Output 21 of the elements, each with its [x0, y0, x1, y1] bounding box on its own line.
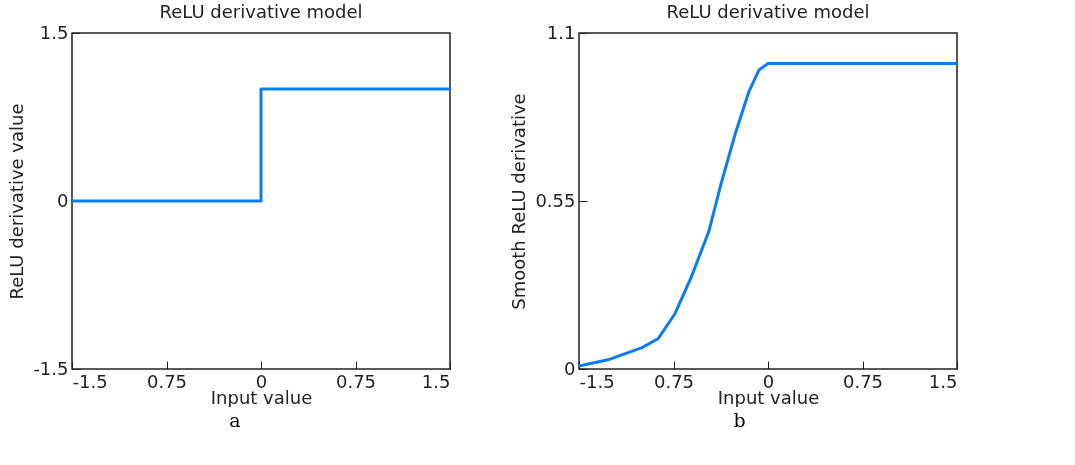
line-series — [577, 62, 959, 368]
y-tick-label: 0.55 — [535, 189, 576, 211]
x-tick-label: -1.5 — [579, 370, 615, 392]
x-tick-label: 0 — [762, 370, 775, 392]
y-tick-label: 1.1 — [546, 21, 576, 43]
chart-title: ReLU derivative model — [666, 1, 870, 22]
y-axis-title: Smooth ReLU derivative — [508, 93, 530, 310]
y-tick-label: 1.5 — [39, 21, 69, 43]
x-tick-label: 1.5 — [928, 370, 958, 392]
x-tick-label: 0.75 — [146, 370, 188, 392]
x-tick-label: 0.75 — [335, 370, 377, 392]
x-tick-label: 0.75 — [653, 370, 695, 392]
x-tick-label: 0 — [255, 370, 268, 392]
y-axis-title: ReLU derivative value — [6, 103, 28, 300]
chart-title: ReLU derivative model — [159, 1, 363, 22]
text: b — [733, 409, 746, 431]
text: a — [229, 409, 241, 431]
x-tick-label: -1.5 — [72, 370, 108, 392]
y-tick-label: 0 — [57, 189, 69, 211]
x-tick-label: 1.5 — [421, 370, 451, 392]
x-tick-label: 0.75 — [842, 370, 884, 392]
